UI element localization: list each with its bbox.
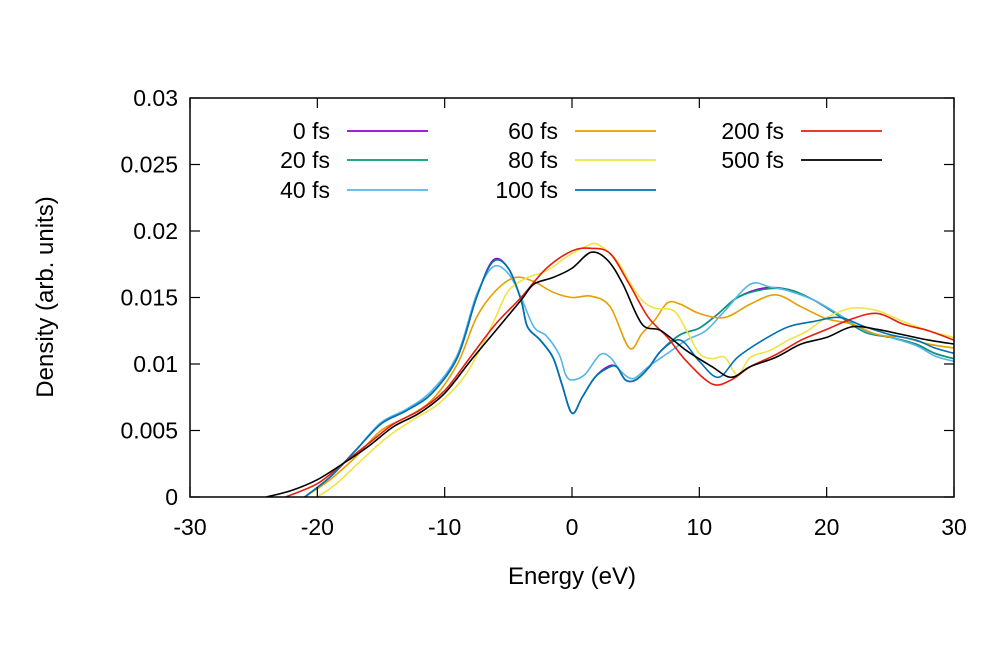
x-tick-label: 0 <box>566 514 579 540</box>
series-line-6 <box>285 247 954 497</box>
x-axis-label: Energy (eV) <box>508 563 636 590</box>
y-tick-label: 0.03 <box>133 85 178 111</box>
series-line-2 <box>304 264 954 497</box>
legend-label: 100 fs <box>495 177 558 203</box>
y-tick-label: 0.005 <box>120 418 178 444</box>
axis-ticks: -30 -20 -10 0 10 20 30 0 0.005 0.01 0.015 0.02 0.025… <box>120 85 966 540</box>
legend-label: 40 fs <box>280 177 330 203</box>
x-tick-label: 20 <box>814 514 840 540</box>
legend-label: 0 fs <box>293 118 330 144</box>
legend-label: 80 fs <box>508 147 558 173</box>
y-tick-label: 0.025 <box>120 152 178 178</box>
y-tick-label: 0.02 <box>133 218 178 244</box>
x-tick-label: 10 <box>687 514 713 540</box>
legend-label: 200 fs <box>721 118 784 144</box>
series-line-3 <box>304 276 954 497</box>
x-tick-label: -10 <box>428 514 461 540</box>
series-line-5 <box>304 258 954 497</box>
y-tick-label: 0.015 <box>120 285 178 311</box>
y-axis-label: Density (arb. units) <box>32 196 59 397</box>
legend-label: 60 fs <box>508 118 558 144</box>
y-tick-label: 0.01 <box>133 351 178 377</box>
legend: 0 fs 20 fs 40 fs 60 fs 80 fs 100 fs 200 fs 500 … <box>280 118 882 203</box>
x-tick-label: -20 <box>301 514 334 540</box>
y-tick-label: 0 <box>165 484 178 510</box>
data-curves <box>266 242 954 497</box>
x-tick-label: -30 <box>173 514 206 540</box>
x-tick-label: 30 <box>941 514 967 540</box>
legend-label: 20 fs <box>280 147 330 173</box>
series-line-7 <box>266 251 954 497</box>
series-line-4 <box>316 242 954 497</box>
legend-label: 500 fs <box>721 147 784 173</box>
